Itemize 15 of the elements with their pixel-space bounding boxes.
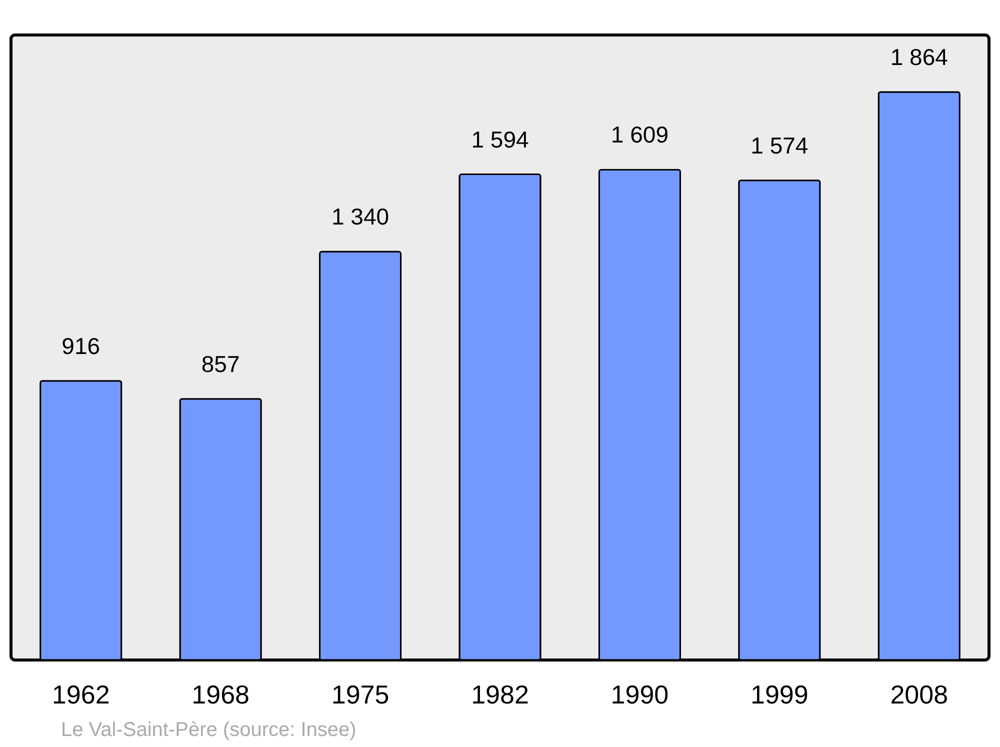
data-label: 1 574 — [750, 132, 808, 158]
text: Le Val-Saint-Père (source: Insee) — [61, 719, 356, 741]
x-tick-label: 1982 — [471, 680, 529, 710]
x-tick-label: 2008 — [890, 680, 948, 710]
data-label: 1 594 — [471, 126, 529, 152]
data-label: 857 — [201, 350, 240, 377]
data-label: 1 340 — [332, 204, 390, 230]
x-tick-label: 1975 — [331, 680, 390, 710]
x-tick-label: 1990 — [610, 680, 669, 710]
data-label: 916 — [62, 332, 100, 359]
data-label: 1 864 — [890, 44, 948, 70]
data-label: 1 609 — [610, 122, 668, 148]
x-tick-label: 1999 — [750, 680, 808, 710]
x-tick-label: 1968 — [192, 680, 250, 710]
x-tick-label: 1962 — [52, 680, 110, 710]
